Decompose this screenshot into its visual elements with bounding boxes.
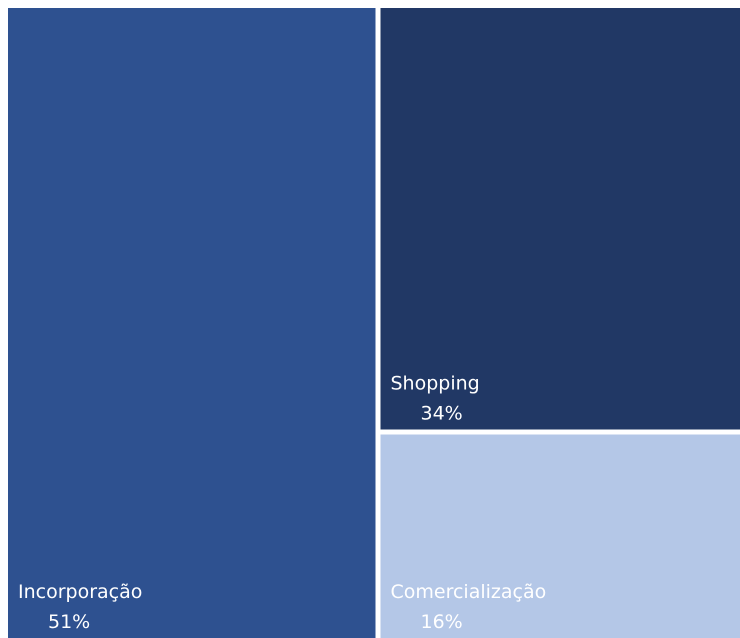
tile-percent-incorporacao: 51% [48, 611, 90, 633]
tile-percent-comercializacao: 16% [421, 611, 463, 633]
tile-percent-shopping: 34% [421, 403, 463, 425]
treemap-tiles: Incorporação 51% Shopping 34% Comercializaçã… [8, 8, 740, 638]
tile-label-shopping: Shopping [391, 373, 480, 395]
tile-label-incorporacao: Incorporação [18, 581, 142, 603]
tile-label-comercializacao: Comercialização [391, 581, 547, 603]
tile-comercializacao [380, 434, 740, 638]
tile-shopping [380, 8, 740, 430]
tile-incorporacao [8, 8, 376, 638]
